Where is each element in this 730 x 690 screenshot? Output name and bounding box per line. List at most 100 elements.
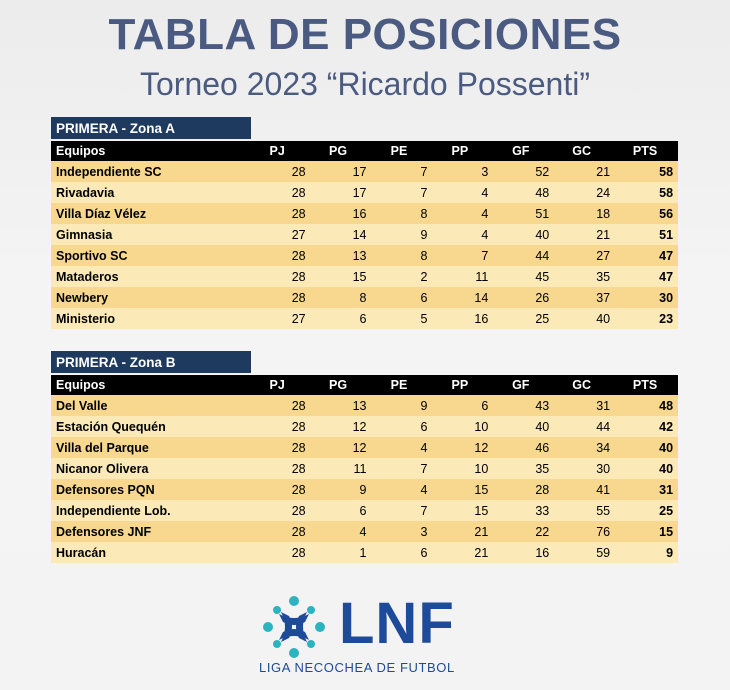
table-row: Defensores PQN 28 9 4 15 28 41 31	[51, 479, 678, 500]
stat-cell: 7	[420, 503, 428, 518]
standings-table-zone-a: Equipos PJ PG PE PP GF GC PTS Independiente SC 28…	[51, 141, 678, 329]
stat-cell: 14	[352, 227, 367, 242]
stat-cell: 9	[420, 227, 428, 242]
stat-cell: 21	[474, 524, 489, 539]
stat-cell: 8	[359, 290, 367, 305]
stat-cell: 17	[352, 185, 367, 200]
team-name: Huracán	[56, 545, 107, 560]
stat-cell: 6	[420, 545, 428, 560]
stat-cell: 6	[420, 290, 428, 305]
stat-cell: 16	[474, 311, 489, 326]
stat-cell: 58	[659, 185, 674, 200]
table-row: Rivadavia 28 17 7 4 48 24 58	[51, 182, 678, 203]
stat-cell: 44	[535, 248, 550, 263]
stat-cell: 24	[596, 185, 611, 200]
table-row: Villa del Parque 28 12 4 12 46 34 40	[51, 437, 678, 458]
column-header: PE	[390, 378, 408, 392]
table-row: Independiente SC 28 17 7 3 52 21 58	[51, 161, 678, 182]
zone-a-label: PRIMERA - Zona A	[51, 117, 251, 139]
stat-cell: 33	[535, 503, 550, 518]
stat-cell: 6	[481, 398, 489, 413]
team-name: Rivadavia	[56, 185, 115, 200]
stat-cell: 28	[291, 206, 306, 221]
stat-cell: 28	[291, 290, 306, 305]
stat-cell: 5	[420, 311, 428, 326]
column-header: Equipos	[56, 378, 106, 392]
stat-cell: 3	[420, 524, 428, 539]
table-row: Villa Díaz Vélez 28 16 8 4 51 18 56	[51, 203, 678, 224]
team-name: Newbery	[56, 290, 109, 305]
stat-cell: 8	[420, 206, 428, 221]
stat-cell: 35	[596, 269, 611, 284]
stat-cell: 28	[291, 185, 306, 200]
stat-cell: 58	[659, 164, 674, 179]
stat-cell: 4	[420, 482, 428, 497]
stat-cell: 28	[291, 398, 306, 413]
stat-cell: 7	[420, 461, 428, 476]
stat-cell: 18	[596, 206, 611, 221]
column-header: PG	[329, 144, 348, 158]
stat-cell: 47	[659, 248, 674, 263]
logo-wordmark: LNF	[339, 591, 455, 656]
column-header: PG	[329, 378, 348, 392]
stat-cell: 28	[291, 269, 306, 284]
stat-cell: 8	[420, 248, 428, 263]
team-name: Gimnasia	[56, 227, 113, 242]
stat-cell: 14	[474, 290, 489, 305]
standings-table-zone-b: Equipos PJ PG PE PP GF GC PTS Del Valle 28 13 9 6 43 3…	[51, 375, 678, 563]
stat-cell: 21	[596, 164, 611, 179]
stat-cell: 22	[535, 524, 550, 539]
stat-cell: 35	[535, 461, 550, 476]
stat-cell: 28	[291, 440, 306, 455]
stat-cell: 26	[535, 290, 550, 305]
table-header-row: Equipos PJ PG PE PP GF GC PTS	[51, 141, 678, 161]
stat-cell: 28	[535, 482, 550, 497]
stat-cell: 4	[481, 206, 489, 221]
stat-cell: 11	[353, 461, 367, 476]
stat-cell: 27	[291, 227, 306, 242]
stat-cell: 25	[535, 311, 550, 326]
column-header: PE	[390, 144, 408, 158]
stat-cell: 27	[291, 311, 306, 326]
stat-cell: 46	[535, 440, 550, 455]
stat-cell: 7	[420, 164, 428, 179]
column-header: GC	[572, 144, 592, 158]
stat-cell: 6	[359, 503, 367, 518]
stat-cell: 40	[535, 227, 550, 242]
stat-cell: 28	[291, 419, 306, 434]
table-row: Sportivo SC 28 13 8 7 44 27 47	[51, 245, 678, 266]
stat-cell: 31	[596, 398, 611, 413]
column-header: PJ	[269, 144, 285, 158]
page-title: TABLA DE POSICIONES	[108, 10, 622, 59]
stat-cell: 23	[659, 311, 674, 326]
table-row: Mataderos 28 15 2 11 45 35 47	[51, 266, 678, 287]
column-header: GF	[512, 144, 530, 158]
team-name: Villa del Parque	[56, 440, 149, 455]
team-name: Del Valle	[56, 398, 108, 413]
stat-cell: 15	[474, 503, 489, 518]
column-header: PJ	[269, 378, 285, 392]
team-name: Nicanor Olivera	[56, 461, 149, 476]
stat-cell: 25	[659, 503, 674, 518]
stat-cell: 28	[291, 248, 306, 263]
stat-cell: 51	[659, 227, 674, 242]
stat-cell: 59	[596, 545, 611, 560]
stat-cell: 43	[535, 398, 550, 413]
stat-cell: 56	[659, 206, 674, 221]
column-header: PTS	[632, 144, 658, 158]
stat-cell: 37	[596, 290, 611, 305]
stat-cell: 47	[659, 269, 674, 284]
stat-cell: 10	[474, 461, 489, 476]
stat-cell: 48	[535, 185, 550, 200]
team-name: Villa Díaz Vélez	[56, 206, 147, 221]
stat-cell: 6	[420, 419, 428, 434]
stat-cell: 12	[474, 440, 489, 455]
stat-cell: 12	[352, 419, 367, 434]
stat-cell: 10	[474, 419, 489, 434]
stat-cell: 48	[659, 398, 674, 413]
zone-b-label: PRIMERA - Zona B	[51, 351, 251, 373]
stat-cell: 41	[596, 482, 611, 497]
stat-cell: 15	[352, 269, 367, 284]
table-row: Nicanor Olivera 28 11 7 10 35 30 40	[51, 458, 678, 479]
stat-cell: 40	[659, 440, 674, 455]
